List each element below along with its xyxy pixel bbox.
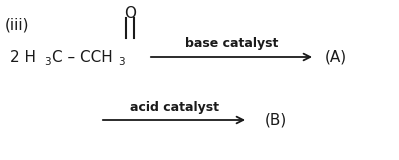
Text: 2 H: 2 H: [10, 49, 36, 64]
Text: (iii): (iii): [5, 18, 30, 33]
Text: (A): (A): [325, 49, 347, 64]
Text: base catalyst: base catalyst: [185, 36, 278, 49]
Text: acid catalyst: acid catalyst: [130, 100, 219, 113]
Text: O: O: [124, 6, 136, 21]
Text: 3: 3: [118, 57, 124, 67]
Text: C – CCH: C – CCH: [52, 49, 113, 64]
Text: 3: 3: [44, 57, 51, 67]
Text: (B): (B): [265, 112, 287, 128]
